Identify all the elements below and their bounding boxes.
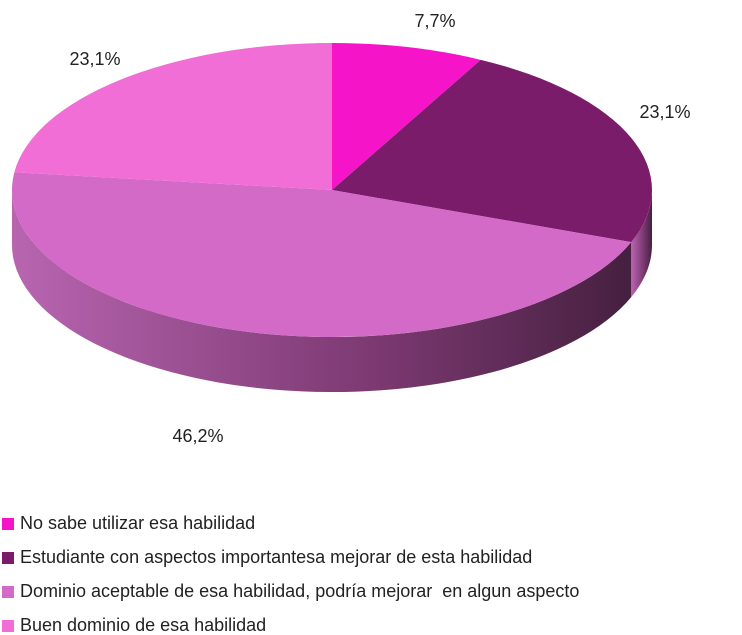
legend-swatch	[2, 586, 14, 598]
legend-label: No sabe utilizar esa habilidad	[20, 513, 255, 533]
legend-swatch	[2, 552, 14, 564]
legend-label: Dominio aceptable de esa habilidad, podr…	[20, 581, 579, 601]
data-label: 46,2%	[172, 426, 223, 446]
data-label: 7,7%	[414, 11, 455, 31]
data-label: 23,1%	[639, 102, 690, 122]
slice-side	[12, 190, 632, 392]
legend-label: Buen dominio de esa habilidad	[20, 615, 266, 635]
legend-label: Estudiante con aspectos importantesa mej…	[20, 547, 532, 567]
legend-swatch	[2, 518, 14, 530]
slice	[14, 43, 332, 190]
data-label: 23,1%	[69, 49, 120, 69]
legend-swatch	[2, 620, 14, 632]
slice	[12, 172, 632, 338]
slice-side	[631, 190, 652, 298]
slice	[332, 59, 652, 243]
slice	[332, 43, 481, 190]
